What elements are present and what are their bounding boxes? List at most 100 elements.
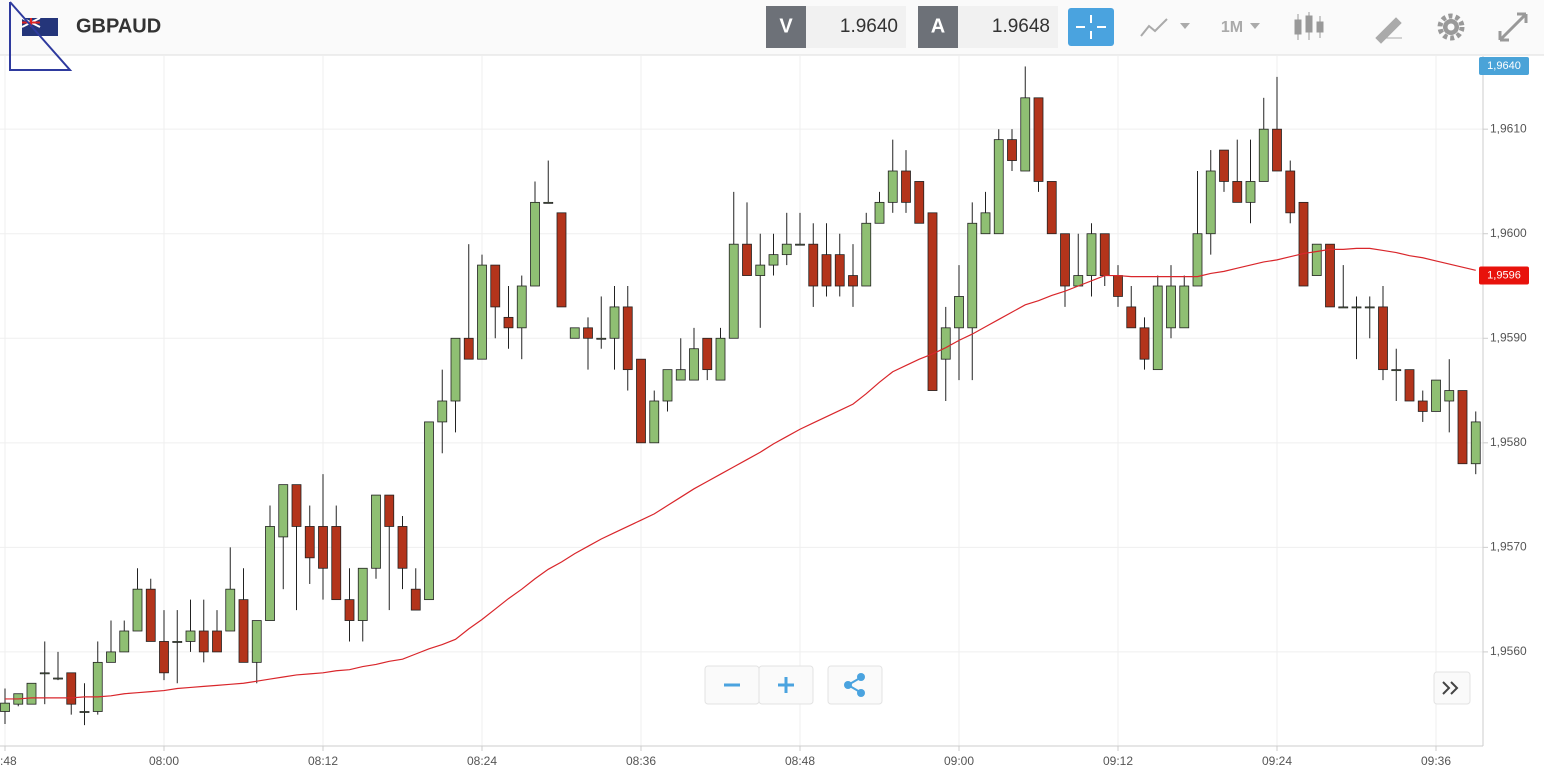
x-tick-label: 08:24 [467, 754, 497, 768]
candle-body [887, 170, 898, 203]
plot-area: 1,9560 1,9570 1,9580 1,9590 1,9600 1,9610 7:48… [0, 56, 1529, 768]
candle-body [1364, 306, 1375, 309]
y-tick-label: 1,9580 [1490, 435, 1527, 449]
candle-body [1417, 400, 1428, 412]
candle-body [967, 222, 978, 329]
candle-body [92, 661, 103, 712]
candle-body [477, 264, 487, 360]
candle-body [265, 526, 275, 621]
candle-body [543, 201, 554, 204]
share-button[interactable] [827, 665, 883, 705]
candle-body [1152, 285, 1163, 371]
candle-body [304, 526, 315, 559]
draw-tool-button[interactable] [1375, 17, 1402, 44]
ask-price: 1.9648 [992, 16, 1050, 37]
candle-body [1046, 181, 1057, 235]
candle-body [172, 641, 183, 643]
candle-body [993, 139, 1004, 235]
flag [21, 17, 58, 36]
bid-label: V [779, 15, 793, 37]
x-tick-label: 08:36 [626, 754, 656, 768]
candle-body [1378, 306, 1388, 371]
candle-body [742, 243, 752, 276]
candle-body [821, 254, 832, 287]
candle-body [1298, 201, 1309, 287]
candle-body [834, 254, 845, 287]
candle-body [848, 275, 858, 287]
candle-body [1457, 390, 1468, 465]
candle-body [1113, 275, 1123, 297]
crosshair-button[interactable] [1068, 8, 1114, 46]
candle-body [1099, 233, 1110, 276]
candle-body [212, 630, 222, 653]
candle-body [1139, 327, 1150, 360]
chart-type-button[interactable] [1140, 18, 1190, 37]
candle-style-button[interactable] [1294, 12, 1324, 40]
candle-body [1338, 306, 1349, 309]
scroll-right-button[interactable] [1433, 671, 1471, 705]
candle-body [1219, 149, 1229, 182]
price-tag [1479, 57, 1529, 75]
candle-body [980, 212, 991, 235]
price-tag-label: 1,9596 [1487, 269, 1521, 281]
candle-body [450, 337, 461, 402]
candle-body [1232, 181, 1243, 203]
y-tick-label: 1,9590 [1490, 330, 1527, 344]
candle-body [1431, 379, 1441, 412]
candle-body [755, 264, 766, 276]
candle-body [1126, 306, 1137, 329]
candle-body [609, 306, 620, 339]
candle-body [185, 630, 196, 642]
candle-body [1245, 181, 1256, 203]
candle-body [397, 526, 408, 569]
bid-price: 1.9640 [840, 16, 898, 37]
candle-body [198, 630, 209, 653]
fullscreen-button[interactable] [1498, 12, 1528, 42]
candle-body [940, 327, 951, 360]
candle-body [808, 243, 819, 287]
candle-body [437, 400, 448, 423]
zoom-out-button[interactable] [704, 665, 760, 705]
candle-body [159, 641, 169, 674]
candle-body [702, 337, 713, 371]
x-tick-label: 09:00 [944, 754, 974, 768]
candle-body [344, 599, 355, 621]
candle-body [1007, 139, 1017, 161]
timeframe-button[interactable]: 1M [1221, 19, 1243, 36]
candle-body [291, 484, 302, 527]
settings-button[interactable] [1437, 13, 1465, 41]
candle-body [357, 567, 368, 621]
candle-body [318, 526, 328, 569]
x-tick-label: 08:48 [785, 754, 815, 768]
ask-box [958, 6, 1058, 48]
candle-body [516, 285, 527, 329]
candle-body [106, 651, 116, 663]
candle-body [53, 677, 63, 680]
bid-box [806, 6, 906, 48]
candle-body [781, 243, 792, 256]
candle-body [649, 400, 660, 444]
bid-button[interactable] [766, 6, 806, 48]
candle-body [1192, 233, 1203, 287]
candle-body [1258, 128, 1269, 182]
candle-body [728, 243, 739, 339]
price-tag-label: 1,9640 [1487, 60, 1521, 72]
candle-body [424, 421, 434, 601]
candle-body [622, 306, 633, 371]
candle-body [463, 337, 474, 360]
candle-body [225, 588, 236, 632]
candle-body [79, 711, 90, 713]
zoom-in-button[interactable] [758, 665, 814, 705]
candle-body [556, 212, 567, 308]
candle-body [1404, 369, 1415, 402]
ask-button[interactable] [918, 6, 958, 48]
candle-body [1391, 369, 1402, 372]
moving-average-line [5, 247, 1476, 700]
price-tag [1479, 266, 1529, 285]
candle-body [119, 630, 130, 653]
candle-body [901, 170, 911, 203]
candle-body [1060, 233, 1070, 287]
